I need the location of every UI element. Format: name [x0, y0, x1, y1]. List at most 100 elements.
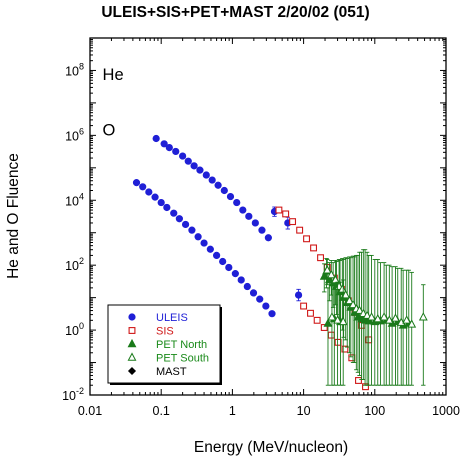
data-point	[348, 354, 356, 362]
data-point	[251, 219, 259, 227]
data-point	[282, 210, 290, 218]
data-point	[310, 244, 318, 252]
data-point	[194, 233, 202, 241]
y-tick-label: 100	[65, 321, 84, 338]
plot-frame	[89, 37, 447, 396]
data-point	[206, 245, 214, 253]
data-point	[341, 289, 351, 299]
data-point	[170, 209, 178, 217]
data-point	[300, 302, 308, 310]
x-tick-label: 0.1	[153, 404, 170, 418]
legend-box	[107, 304, 221, 384]
data-point	[181, 220, 190, 229]
data-point	[179, 152, 187, 160]
data-point	[396, 317, 406, 326]
data-point	[289, 218, 297, 226]
y-tick-label: 10-2	[62, 386, 84, 403]
data-point	[264, 234, 272, 242]
data-point	[337, 284, 347, 293]
x-axis-title: Energy (MeV/nucleon)	[194, 439, 348, 456]
data-point	[258, 226, 266, 234]
data-point	[214, 181, 222, 189]
data-point	[303, 235, 310, 243]
data-point	[160, 140, 168, 148]
panel-label: O	[103, 121, 116, 139]
data-point	[322, 265, 332, 274]
data-point	[262, 302, 270, 310]
y-tick-label: 108	[65, 61, 84, 78]
legend-label: SIS	[156, 326, 174, 338]
data-layer	[132, 134, 428, 391]
data-point	[391, 313, 400, 322]
data-point	[307, 309, 314, 317]
data-point	[362, 310, 372, 319]
data-point	[190, 162, 198, 170]
data-point	[226, 192, 235, 201]
legend-marker	[127, 366, 137, 376]
data-point	[139, 183, 147, 191]
y-tick-label: 106	[65, 126, 84, 143]
data-point	[172, 147, 180, 156]
data-point	[219, 257, 227, 266]
data-point	[249, 289, 258, 297]
data-point	[344, 295, 354, 305]
legend-marker	[127, 338, 137, 348]
data-point	[331, 274, 340, 284]
y-tick-label: 104	[65, 191, 84, 208]
x-tick-label: 100	[364, 404, 385, 418]
panel-label: He	[103, 66, 124, 84]
legend-marker	[127, 352, 137, 361]
data-point	[348, 299, 358, 309]
data-point	[320, 324, 328, 331]
data-point	[402, 315, 412, 324]
data-point	[327, 331, 335, 339]
data-point	[334, 338, 342, 346]
data-point	[418, 312, 428, 321]
data-point	[367, 312, 376, 321]
data-point	[208, 176, 216, 184]
data-point	[326, 269, 336, 279]
data-point	[338, 316, 348, 326]
legend-label: ULEIS	[156, 312, 188, 324]
chart-title: ULEIS+SIS+PET+MAST 2/20/02 (051)	[101, 4, 370, 21]
data-point	[313, 316, 321, 324]
panel-labels: He O	[103, 66, 124, 139]
data-point	[333, 315, 343, 324]
data-point	[407, 319, 417, 328]
data-point	[243, 282, 251, 291]
data-point	[196, 166, 204, 174]
y-tick-labels: 10-2 100 102 104 106 108	[62, 61, 84, 403]
data-point	[163, 203, 171, 212]
data-point	[231, 270, 239, 278]
data-point	[373, 313, 383, 323]
data-point	[200, 239, 208, 247]
data-point	[319, 271, 329, 280]
data-point	[245, 212, 253, 220]
legend-label: PET South	[156, 353, 209, 365]
data-point	[132, 179, 141, 187]
legend-marker	[128, 327, 136, 334]
series-sis	[275, 206, 373, 391]
y-tick-label: 102	[65, 256, 84, 273]
data-point	[296, 226, 304, 234]
data-point	[327, 312, 337, 321]
data-point	[237, 276, 245, 284]
data-point	[317, 254, 324, 262]
data-point	[213, 251, 221, 260]
data-point	[188, 226, 196, 234]
legend-label: MAST	[156, 366, 187, 378]
series-uleis	[132, 134, 303, 318]
x-tick-labels: 0.01 0.1 1 10 100 1000	[78, 404, 460, 418]
data-point	[175, 215, 183, 223]
data-point	[341, 345, 349, 353]
data-point	[355, 305, 364, 314]
data-point	[145, 188, 153, 196]
data-point	[275, 206, 283, 214]
data-point	[384, 315, 394, 324]
data-point	[157, 198, 165, 207]
data-point	[202, 171, 210, 179]
data-point	[151, 193, 159, 201]
legend-marker	[128, 313, 136, 321]
legend-label: PET North	[156, 339, 207, 351]
